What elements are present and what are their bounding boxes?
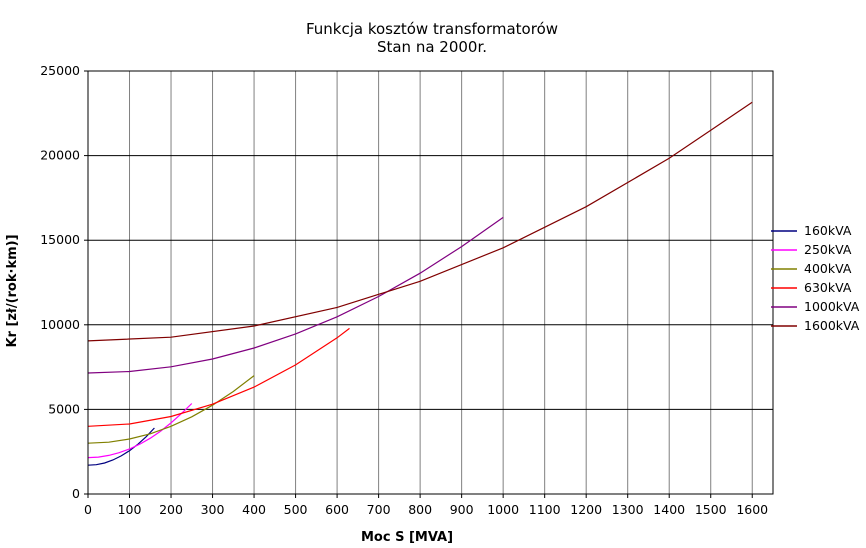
legend-label: 250kVA — [804, 242, 852, 257]
x-axis-label: Moc S [MVA] — [361, 530, 453, 545]
x-tick-label: 1000 — [487, 502, 519, 517]
x-tick-label: 1200 — [570, 502, 602, 517]
legend-label: 630kVA — [804, 280, 852, 295]
legend-label: 400kVA — [804, 261, 852, 276]
x-tick-label: 800 — [408, 502, 432, 517]
plot-frame — [87, 70, 774, 495]
y-tick-label: 20000 — [40, 148, 80, 163]
y-tick-label: 25000 — [40, 63, 80, 78]
series-line-250kVA — [87, 403, 193, 459]
x-tick-label: 700 — [367, 502, 391, 517]
x-tick-label: 1300 — [612, 502, 644, 517]
y-tick-label: 10000 — [40, 317, 80, 332]
x-tick-label: 900 — [450, 502, 474, 517]
x-tick-label: 200 — [159, 502, 183, 517]
x-tick-label: 100 — [118, 502, 142, 517]
chart-title: Funkcja kosztów transformatorów — [306, 20, 558, 38]
legend-label: 1000kVA — [804, 299, 860, 314]
y-tick-labels: 0 5000 10000 15000 20000 25000 — [40, 63, 80, 501]
y-tick-label: 15000 — [40, 232, 80, 247]
chart-subtitle: Stan na 2000r. — [377, 38, 487, 56]
x-tick-label: 1100 — [529, 502, 561, 517]
y-tick-label: 0 — [72, 486, 80, 501]
x-tick-label: 600 — [325, 502, 349, 517]
x-tick-label: 1500 — [695, 502, 727, 517]
series-line-630kVA — [87, 327, 350, 427]
x-tick-label: 300 — [201, 502, 225, 517]
series-line-1600kVA — [87, 101, 753, 342]
x-tick-label: 1600 — [736, 502, 768, 517]
x-tick-label: 500 — [284, 502, 308, 517]
y-tick-label: 5000 — [48, 401, 80, 416]
x-tick-labels: 0 100 200 300 400 500 600 700 800 900 1000 1100 1200… — [84, 502, 768, 517]
y-axis-label: Kr [zł/(rok·km)] — [5, 234, 20, 347]
legend-label: 160kVA — [804, 223, 852, 238]
legend-label: 1600kVA — [804, 318, 860, 333]
grid-lines — [84, 70, 773, 498]
x-tick-label: 1400 — [653, 502, 685, 517]
x-tick-label: 400 — [242, 502, 266, 517]
x-tick-label: 0 — [84, 502, 92, 517]
series-line-1000kVA — [87, 216, 504, 374]
legend: 160kVA 250kVA 400kVA 630kVA 1000kVA 1600kVA — [771, 223, 860, 333]
series-line-160kVA — [87, 427, 155, 466]
series-lines — [87, 101, 753, 466]
series-line-400kVA — [87, 375, 255, 444]
